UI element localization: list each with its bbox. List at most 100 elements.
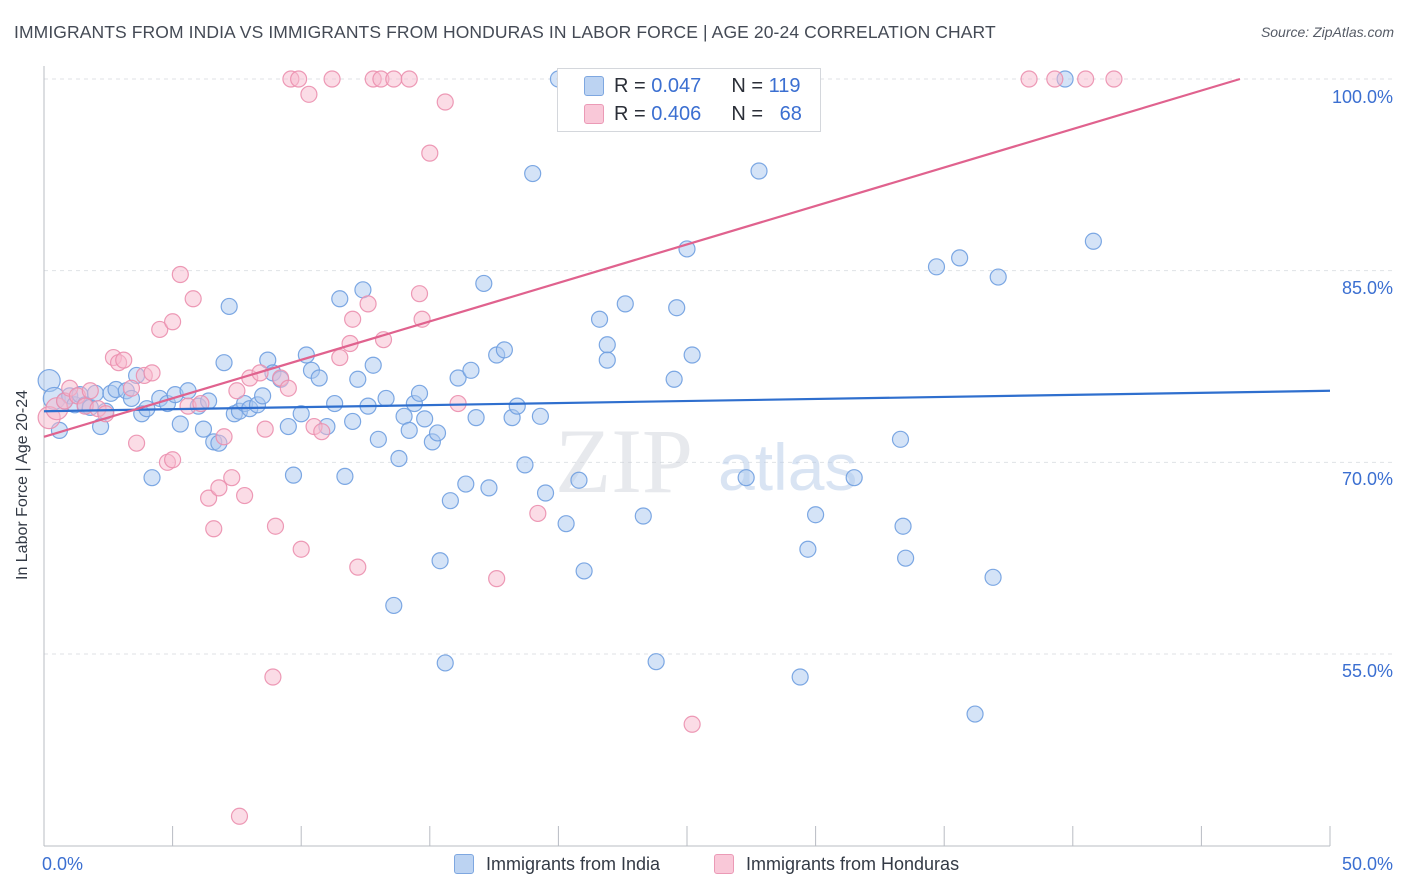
india-point (894, 517, 912, 535)
bottom-legend-swatch-honduras (714, 854, 734, 874)
india-point (400, 421, 418, 439)
honduras-trend-line (43, 77, 1241, 438)
x-tick-label: 50.0% (1342, 854, 1393, 874)
legend-india-n-value: 119 (768, 74, 801, 97)
india-point (806, 506, 825, 524)
bottom-legend-india: Immigrants from India (454, 852, 660, 876)
india-point (791, 668, 809, 686)
stats-legend: R = 0.047 N = 119 R = 0.406 N = 68 (557, 68, 821, 132)
honduras-point (143, 364, 161, 382)
india-point (665, 370, 683, 388)
axes (43, 66, 1331, 847)
honduras-point (344, 310, 362, 328)
y-tick-label: 55.0% (1342, 661, 1393, 681)
india-point (989, 268, 1007, 286)
legend-honduras-r-value: 0.406 (651, 102, 702, 125)
india-point (377, 389, 395, 408)
legend-india-r-label: R = (614, 74, 646, 97)
honduras-point (228, 382, 246, 400)
honduras-point (164, 451, 182, 469)
honduras-point (223, 469, 241, 487)
bottom-legend-label-honduras: Immigrants from Honduras (746, 853, 960, 874)
source-attribution: Source: ZipAtlas.com (1260, 24, 1394, 40)
honduras-point (349, 558, 367, 576)
india-point (436, 654, 454, 672)
india-point (410, 384, 429, 402)
honduras-point (279, 379, 297, 397)
india-point (647, 653, 665, 671)
india-point (369, 430, 387, 448)
india-point (331, 290, 349, 308)
honduras-point (115, 351, 133, 369)
india-point (557, 515, 575, 533)
india-point (349, 370, 367, 388)
india-point (279, 417, 297, 436)
india-point (428, 424, 447, 442)
india-point (215, 354, 233, 372)
honduras-point (400, 70, 418, 88)
india-point (385, 596, 403, 615)
honduras-point (410, 285, 429, 303)
honduras-point (292, 540, 310, 558)
india-point (891, 430, 910, 448)
india-point (462, 361, 480, 379)
honduras-point (1105, 70, 1123, 88)
india-point (457, 475, 475, 493)
india-point (310, 369, 328, 387)
honduras-point (236, 486, 254, 505)
chart-title: IMMIGRANTS FROM INDIA VS IMMIGRANTS FROM… (14, 22, 996, 42)
honduras-point (192, 394, 210, 413)
honduras-point (436, 93, 454, 111)
honduras-point (1077, 70, 1095, 88)
honduras-point (300, 85, 318, 103)
bottom-legend-honduras: Immigrants from Honduras (714, 852, 959, 876)
honduras-point (184, 290, 202, 308)
honduras-point (210, 479, 228, 497)
honduras-point (683, 715, 701, 733)
honduras-point (122, 379, 141, 397)
india-point (220, 297, 238, 316)
honduras-point (266, 517, 285, 535)
bottom-legend-label-india: Immigrants from India (486, 853, 661, 874)
honduras-point (215, 428, 233, 446)
india-point (668, 299, 686, 317)
india-point (1084, 232, 1102, 250)
india-point (966, 705, 984, 723)
honduras-point (529, 504, 547, 523)
y-tick-label: 100.0% (1332, 87, 1393, 107)
india-point (390, 449, 408, 468)
honduras-point (421, 144, 439, 162)
trend-lines (43, 77, 1331, 438)
india-point (364, 356, 382, 374)
honduras-point (359, 295, 377, 313)
y-axis-label: In Labor Force | Age 20-24 (14, 389, 31, 580)
india-point (531, 407, 549, 425)
honduras-point (488, 570, 506, 588)
india-point (516, 456, 534, 474)
y-tick-label: 85.0% (1342, 278, 1393, 298)
india-point (598, 336, 616, 354)
legend-row-india: R = 0.047 N = 119 (558, 73, 800, 99)
legend-swatch-india (584, 76, 604, 96)
india-point (951, 249, 969, 267)
honduras-point (331, 348, 349, 367)
india-point (416, 410, 434, 428)
india-point (292, 405, 310, 423)
india-point (431, 552, 449, 570)
india-point (480, 479, 498, 497)
bottom-legend-swatch-india (454, 854, 474, 874)
x-tick-label: 0.0% (42, 854, 83, 874)
india-point (634, 507, 652, 525)
honduras-point (385, 70, 403, 88)
tick-labels: 100.0% 85.0% 70.0% 55.0% 0.0% 50.0% (42, 87, 1393, 874)
india-point (441, 492, 459, 510)
india-point (598, 351, 616, 369)
india-point (254, 387, 272, 405)
india-point (449, 369, 467, 387)
india-point (737, 469, 755, 487)
india-trend-line (43, 389, 1331, 413)
legend-swatch-honduras (584, 104, 604, 124)
india-point (575, 562, 593, 580)
india-point (683, 346, 701, 364)
india-point (284, 466, 303, 484)
